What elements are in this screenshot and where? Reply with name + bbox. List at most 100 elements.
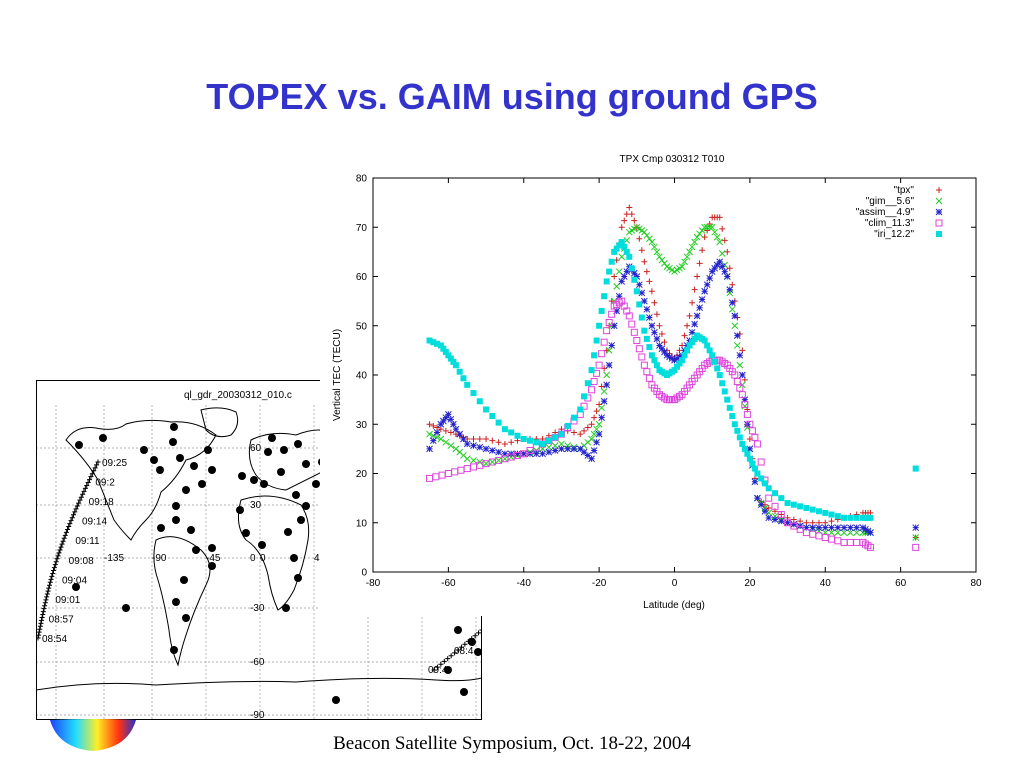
track-point (92, 465, 98, 471)
data-point (635, 345, 643, 353)
data-point (733, 378, 741, 386)
data-point (651, 243, 658, 251)
gps-station-dot (176, 454, 184, 462)
data-point (653, 311, 660, 318)
data-point (638, 353, 646, 361)
data-point (718, 250, 726, 257)
x-tick-label: 80 (970, 578, 982, 589)
track-time-label: 09:25 (102, 458, 127, 469)
track-point (55, 553, 61, 559)
gps-station-dot (157, 524, 165, 532)
data-point (439, 417, 447, 425)
data-point (736, 384, 744, 392)
data-point (442, 414, 450, 422)
gps-station-dot (302, 460, 310, 468)
data-point (605, 318, 613, 326)
track-point (94, 462, 100, 468)
data-point (476, 398, 483, 405)
y-tick-label: 50 (356, 321, 368, 332)
data-point (658, 256, 666, 264)
gps-station-dot (312, 480, 320, 488)
track-point (95, 459, 101, 465)
track-point (44, 594, 50, 600)
data-point (703, 281, 711, 289)
track-point (445, 656, 451, 662)
data-point (674, 363, 681, 370)
data-point (442, 427, 449, 434)
data-point (636, 301, 643, 308)
data-point (501, 450, 509, 458)
track-point (65, 526, 71, 532)
gps-station-dot (169, 438, 177, 446)
data-point (641, 327, 648, 334)
data-point (552, 434, 559, 441)
data-point (935, 219, 943, 227)
data-point (638, 314, 645, 321)
data-point (648, 288, 655, 295)
data-point (558, 445, 565, 453)
gps-station-dot (204, 446, 212, 454)
tec-chart: TPX Cmp 030312 T010 -80 -60 -40 -20 0 20 40 60 8… (320, 146, 990, 616)
track-point (68, 518, 74, 524)
track-time-label: 09:11 (75, 536, 100, 547)
gps-station-dot (180, 576, 188, 584)
track-time-label: 09:2 (95, 478, 115, 489)
data-point (741, 396, 749, 403)
data-point (514, 450, 521, 458)
data-point (598, 404, 605, 412)
track-time-label: 09:4 (428, 665, 448, 676)
data-point (724, 248, 731, 255)
data-point (771, 502, 779, 510)
gps-station-dot (192, 546, 200, 554)
gps-station-dot (190, 462, 198, 470)
track-point (37, 623, 43, 629)
data-point (482, 445, 490, 453)
data-point (648, 322, 656, 330)
data-point (430, 422, 437, 429)
data-point (633, 273, 641, 280)
track-point (51, 568, 57, 574)
data-point (489, 413, 496, 420)
gps-station-dot (172, 502, 180, 510)
data-point (593, 438, 600, 446)
data-point (847, 524, 854, 532)
data-point (591, 414, 598, 421)
data-point (912, 543, 920, 551)
track-point (62, 532, 68, 538)
data-point (696, 260, 703, 267)
data-point (704, 342, 711, 349)
data-point (598, 307, 605, 314)
data-point (671, 367, 678, 374)
legend-label: "gim__5.6" (866, 196, 915, 207)
track-point (63, 529, 69, 535)
data-point (936, 231, 942, 237)
data-point (631, 276, 638, 283)
lon-label: -135 (104, 553, 124, 564)
y-tick-label: 30 (356, 420, 368, 431)
data-point (581, 393, 588, 400)
data-point (577, 431, 584, 438)
y-tick-label: 70 (356, 223, 368, 234)
data-point (581, 427, 588, 434)
data-point (701, 287, 709, 295)
data-point (757, 458, 765, 466)
data-point (584, 452, 592, 459)
data-point (648, 238, 656, 246)
data-point (616, 242, 623, 249)
gps-station-dot (236, 506, 244, 514)
data-point (651, 328, 658, 336)
track-point (84, 482, 90, 488)
data-point (693, 233, 701, 241)
data-point (661, 339, 668, 346)
data-point (501, 455, 509, 463)
gps-station-dot (198, 480, 206, 488)
data-point (771, 512, 779, 520)
data-point (741, 401, 749, 409)
gps-station-dot (170, 646, 178, 654)
track-point (66, 524, 72, 530)
satellite-track: 09:25 09:2 09:18 09:14 09:11 09:08 09:04 09:01 0… (36, 458, 482, 676)
data-point (596, 401, 603, 408)
data-point (460, 435, 467, 443)
data-point (618, 278, 626, 285)
track-point (476, 630, 482, 636)
